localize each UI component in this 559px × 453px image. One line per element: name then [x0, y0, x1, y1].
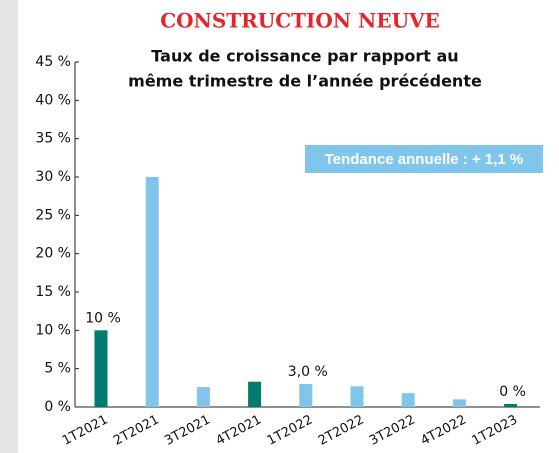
y-tick-label: 30 % [35, 169, 71, 185]
side-strip [0, 0, 18, 453]
y-tick-label: 40 % [35, 92, 71, 108]
x-tick-label: 1T2023 [470, 412, 521, 448]
y-tick-label: 35 % [35, 131, 71, 147]
y-tick-label: 45 % [35, 54, 71, 70]
bar [350, 386, 364, 407]
x-tick-label: 2T2022 [316, 412, 367, 448]
chart-subtitle: Taux de croissance par rapport au [151, 47, 458, 66]
bar [401, 393, 415, 407]
x-tick-label: 1T2022 [265, 412, 316, 448]
chart-subtitle: même trimestre de l’année précédente [128, 72, 482, 91]
value-label: 3,0 % [288, 364, 328, 380]
value-label: 0 % [499, 384, 526, 400]
bar [196, 387, 210, 407]
x-tick-label: 1T2021 [60, 412, 111, 448]
bar [452, 399, 466, 407]
y-tick-label: 10 % [35, 322, 71, 338]
x-tick-label: 4T2021 [214, 412, 265, 448]
x-tick-label: 3T2021 [162, 412, 213, 448]
y-tick-label: 5 % [44, 361, 71, 377]
x-tick-label: 2T2021 [111, 412, 162, 448]
y-tick-label: 0 % [44, 399, 71, 415]
value-label: 10 % [85, 310, 121, 326]
y-tick-label: 15 % [35, 284, 71, 300]
annotation-box [305, 145, 543, 173]
x-tick-label: 3T2022 [367, 412, 418, 448]
bar [145, 177, 159, 407]
bar [299, 384, 313, 407]
y-tick-label: 25 % [35, 207, 71, 223]
bar [504, 403, 518, 407]
annotation: Tendance annuelle : + 1,1 % [325, 151, 524, 168]
chart-title: CONSTRUCTION NEUVE [160, 9, 440, 33]
x-tick-label: 4T2022 [418, 412, 469, 448]
y-tick-label: 20 % [35, 246, 71, 262]
bar [94, 330, 108, 407]
bar [248, 381, 262, 407]
